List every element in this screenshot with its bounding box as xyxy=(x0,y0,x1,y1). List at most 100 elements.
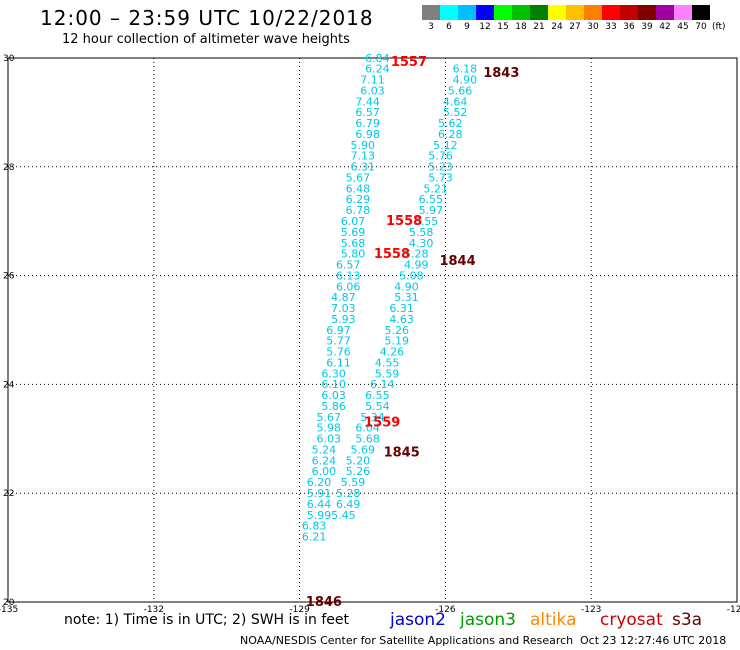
pass-time-label: 1844 xyxy=(439,254,475,269)
wave-height-value: 4.99 xyxy=(404,259,429,272)
x-tick-label: -135 xyxy=(0,605,18,615)
wave-height-value: 4.55 xyxy=(375,356,400,369)
wave-height-value: 5.68 xyxy=(355,433,380,446)
y-tick-label: 20 xyxy=(3,598,15,608)
wave-height-value: 4.64 xyxy=(443,95,468,108)
wave-height-value: 5.91 xyxy=(307,487,332,500)
legend-s3a: s3a xyxy=(672,610,703,630)
y-tick-label: 22 xyxy=(3,489,14,499)
generated-timestamp: Oct 23 12:27:46 UTC 2018 xyxy=(580,634,727,647)
wave-height-value: 5.86 xyxy=(321,400,346,413)
wave-height-value: 6.11 xyxy=(326,356,351,369)
color-scale-label: 12 xyxy=(479,22,491,32)
color-scale-label: 39 xyxy=(641,22,653,32)
wave-height-value: 5.77 xyxy=(326,335,351,348)
wave-height-value: 5.80 xyxy=(341,248,366,261)
wave-height-value: 5.90 xyxy=(351,139,376,152)
wave-height-value: 5.59 xyxy=(341,476,366,489)
wave-height-value: 5.66 xyxy=(448,84,473,97)
wave-height-value: 5.55 xyxy=(414,215,439,228)
legend-jason3: jason3 xyxy=(460,610,516,630)
wave-height-value: 6.57 xyxy=(355,106,380,119)
color-scale-swatch xyxy=(494,5,512,20)
wave-height-value: 5.31 xyxy=(394,291,419,304)
color-scale-swatch xyxy=(602,5,620,20)
wave-height-value: 6.97 xyxy=(326,324,351,337)
wave-height-value: 4.90 xyxy=(453,74,478,87)
wave-height-value: 4.87 xyxy=(331,291,356,304)
wave-height-value: 6.07 xyxy=(341,215,366,228)
wave-height-value: 7.11 xyxy=(360,74,385,87)
wave-height-value: 6.03 xyxy=(360,84,385,97)
color-scale-label: 36 xyxy=(623,22,635,32)
wave-height-value: 5.67 xyxy=(317,411,342,424)
y-tick-label: 28 xyxy=(3,163,15,173)
wave-height-value: 5.69 xyxy=(341,226,366,239)
color-scale-swatch xyxy=(530,5,548,20)
wave-height-value: 6.83 xyxy=(302,520,327,533)
wave-height-value: 7.13 xyxy=(351,150,376,163)
color-scale-swatch xyxy=(548,5,566,20)
wave-height-value: 6.04 xyxy=(355,422,380,435)
wave-height-value: 5.69 xyxy=(351,443,376,456)
x-tick-label: -126 xyxy=(435,605,456,615)
color-scale-label: 15 xyxy=(497,22,509,32)
pass-time-label: 1558 xyxy=(374,247,410,262)
wave-height-value: 6.98 xyxy=(355,128,380,141)
map-frame xyxy=(7,57,738,603)
wave-height-value: 6.24 xyxy=(312,454,337,467)
color-scale-swatch xyxy=(638,5,656,20)
wave-height-value: 6.24 xyxy=(365,63,390,76)
color-scale-swatch xyxy=(656,5,674,20)
wave-height-value: 5.26 xyxy=(385,324,410,337)
wave-height-value: 5.93 xyxy=(331,313,356,326)
wave-height-value: 4.90 xyxy=(394,280,419,293)
wave-height-value: 7.44 xyxy=(355,95,380,108)
wave-height-value: 5.98 xyxy=(317,422,342,435)
color-scale-unit: (ft) xyxy=(712,22,726,32)
x-tick-label: -120 xyxy=(727,605,740,615)
wave-height-value: 6.00 xyxy=(312,465,337,478)
wave-height-value: 5.23 xyxy=(428,161,453,174)
wave-height-value: 6.29 xyxy=(346,193,371,206)
wave-height-value: 5.76 xyxy=(428,150,453,163)
pass-time-label: 1558 xyxy=(386,214,422,229)
wave-height-value: 6.48 xyxy=(346,182,371,195)
legend-altika: altika xyxy=(530,610,577,630)
wave-height-value: 6.31 xyxy=(389,302,414,315)
wave-height-value: 5.28 xyxy=(336,487,361,500)
wave-height-value: 6.20 xyxy=(307,476,332,489)
wave-height-value: 5.28 xyxy=(404,248,429,261)
color-scale-label: 3 xyxy=(428,22,434,32)
color-scale-label: 27 xyxy=(569,22,581,32)
color-scale-label: 18 xyxy=(515,22,527,32)
wave-height-value: 5.68 xyxy=(341,237,366,250)
wave-height-value: 6.78 xyxy=(346,204,371,217)
color-scale-label: 24 xyxy=(551,22,563,32)
wave-height-value: 6.84 xyxy=(365,52,390,65)
units-note: note: 1) Time is in UTC; 2) SWH is in fe… xyxy=(64,612,350,628)
wave-height-value: 6.49 xyxy=(336,498,361,511)
x-tick-label: -129 xyxy=(289,605,310,615)
wave-height-value: 5.54 xyxy=(365,400,390,413)
wave-height-value: 5.59 xyxy=(375,367,400,380)
pass-time-label: 1846 xyxy=(306,595,342,610)
wave-height-value: 6.30 xyxy=(321,367,346,380)
wave-height-value: 5.67 xyxy=(346,171,371,184)
color-scale-label: 45 xyxy=(677,22,689,32)
color-scale-swatch xyxy=(692,5,710,20)
pass-time-label: 1843 xyxy=(483,66,519,81)
wave-height-value: 5.58 xyxy=(409,226,434,239)
wave-height-value: 6.55 xyxy=(419,193,444,206)
color-scale-swatch xyxy=(512,5,530,20)
color-scale-swatch xyxy=(674,5,692,20)
credit-text: NOAA/NESDIS Center for Satellite Applica… xyxy=(240,634,574,647)
wave-height-value: 6.10 xyxy=(321,378,346,391)
color-scale-swatch xyxy=(422,5,440,20)
wave-height-value: 5.45 xyxy=(331,509,356,522)
page-title: 12:00 – 23:59 UTC 10/22/2018 xyxy=(40,6,374,30)
wave-height-value: 5.19 xyxy=(385,335,410,348)
wave-height-value: 5.24 xyxy=(312,443,337,456)
wave-height-value: 6.79 xyxy=(355,117,380,130)
pass-time-label: 1557 xyxy=(391,55,427,70)
